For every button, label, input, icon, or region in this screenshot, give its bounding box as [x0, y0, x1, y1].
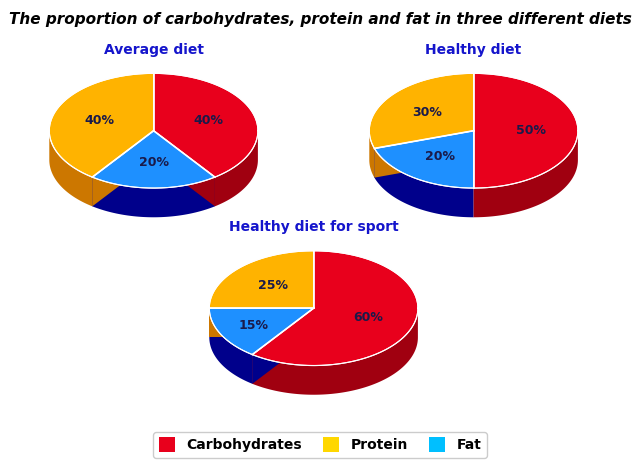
Text: 25%: 25%: [258, 279, 288, 292]
Text: 20%: 20%: [425, 150, 455, 163]
Polygon shape: [252, 308, 314, 384]
Polygon shape: [215, 131, 258, 206]
Polygon shape: [154, 131, 215, 206]
Polygon shape: [209, 308, 314, 354]
Polygon shape: [252, 251, 418, 366]
Polygon shape: [92, 131, 215, 188]
Polygon shape: [49, 73, 154, 177]
Polygon shape: [374, 131, 474, 177]
Polygon shape: [474, 131, 578, 217]
Polygon shape: [374, 131, 474, 188]
Polygon shape: [92, 131, 154, 206]
Polygon shape: [154, 131, 215, 206]
Polygon shape: [252, 309, 418, 395]
Polygon shape: [209, 308, 252, 384]
Text: 50%: 50%: [516, 124, 546, 137]
Text: 40%: 40%: [84, 114, 114, 127]
Legend: Carbohydrates, Protein, Fat: Carbohydrates, Protein, Fat: [153, 432, 487, 458]
Polygon shape: [209, 308, 314, 337]
Polygon shape: [209, 251, 314, 308]
Polygon shape: [374, 131, 474, 177]
Polygon shape: [369, 73, 474, 149]
Title: Average diet: Average diet: [104, 42, 204, 57]
Text: 20%: 20%: [139, 156, 168, 169]
Polygon shape: [92, 131, 154, 206]
Polygon shape: [474, 73, 578, 188]
Polygon shape: [209, 308, 314, 337]
Title: Healthy diet: Healthy diet: [426, 42, 522, 57]
Polygon shape: [252, 308, 314, 384]
Text: The proportion of carbohydrates, protein and fat in three different diets: The proportion of carbohydrates, protein…: [8, 12, 632, 27]
Text: 15%: 15%: [238, 318, 268, 332]
Text: 40%: 40%: [193, 114, 223, 127]
Polygon shape: [369, 131, 374, 177]
Text: 60%: 60%: [353, 311, 383, 325]
Polygon shape: [92, 177, 215, 217]
Polygon shape: [49, 131, 92, 206]
Title: Healthy diet for sport: Healthy diet for sport: [228, 220, 399, 234]
Text: 30%: 30%: [412, 106, 442, 119]
Polygon shape: [374, 149, 474, 217]
Polygon shape: [154, 73, 258, 177]
